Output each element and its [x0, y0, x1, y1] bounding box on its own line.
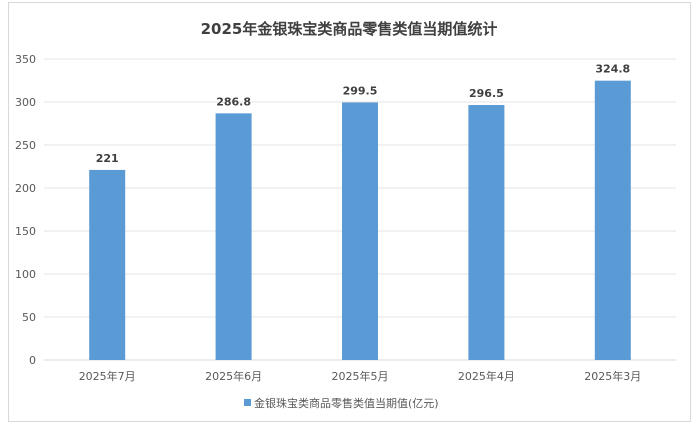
legend-swatch [244, 399, 251, 406]
data-label: 324.8 [595, 63, 630, 76]
chart-title: 2025年金银珠宝类商品零售类值当期值统计 [201, 20, 498, 38]
x-axis: 2025年7月 2025年6月 2025年5月 2025年4月 2025年3月 [79, 369, 642, 383]
y-tick-label: 250 [15, 139, 36, 152]
x-tick-label: 2025年7月 [79, 369, 136, 383]
bar [594, 80, 631, 360]
x-tick-label: 2025年6月 [205, 369, 262, 383]
bar [89, 169, 126, 360]
chart-frame [8, 2, 691, 422]
legend-label: 金银珠宝类商品零售类值当期值(亿元) [254, 396, 439, 410]
data-label: 286.8 [216, 95, 251, 108]
bar [342, 102, 378, 361]
y-tick-label: 350 [15, 53, 36, 66]
y-tick-label: 100 [15, 268, 36, 281]
y-axis: 0 50 100 150 200 250 300 350 [15, 53, 36, 367]
x-tick-label: 2025年5月 [332, 369, 389, 383]
y-tick-label: 300 [15, 96, 36, 109]
y-tick-label: 50 [22, 311, 36, 324]
legend: 金银珠宝类商品零售类值当期值(亿元) [244, 396, 439, 410]
gridlines [44, 58, 676, 361]
data-label: 221 [96, 152, 119, 165]
data-label: 296.5 [469, 87, 504, 100]
y-tick-label: 150 [15, 225, 36, 238]
bar [215, 113, 252, 361]
y-tick-label: 200 [15, 182, 36, 195]
x-tick-label: 2025年4月 [458, 369, 515, 383]
data-label: 299.5 [343, 84, 378, 97]
bars: 221 286.8 299.5 296.5 324.8 [89, 63, 631, 361]
x-tick-label: 2025年3月 [584, 369, 641, 383]
y-tick-label: 0 [29, 354, 36, 367]
bar [468, 105, 505, 360]
